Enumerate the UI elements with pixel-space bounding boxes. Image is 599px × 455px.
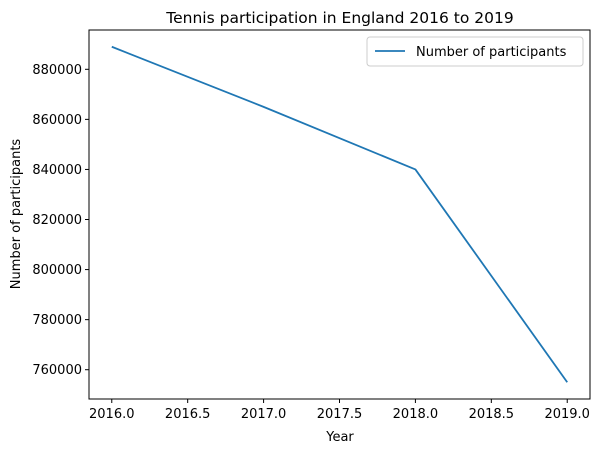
plot-frame [88, 29, 591, 400]
y-tick-label: 780000 [32, 313, 82, 328]
x-tick-label: 2018.0 [393, 407, 439, 422]
x-tick-label: 2017.5 [317, 407, 363, 422]
series-layer [111, 45, 568, 383]
y-tick-label: 880000 [32, 63, 82, 78]
y-axis-label: Number of participants [9, 139, 24, 290]
y-tick-label: 820000 [32, 213, 82, 228]
x-tick-label: 2017.0 [241, 407, 287, 422]
y-tick-label: 760000 [32, 363, 82, 378]
y-tick-label: 840000 [32, 163, 82, 178]
series-line [111, 45, 568, 383]
x-tick-label: 2018.5 [469, 407, 515, 422]
y-tick-label: 800000 [32, 263, 82, 278]
legend-box [366, 36, 584, 67]
x-tick-label: 2016.0 [89, 407, 135, 422]
chart-title: Tennis participation in England 2016 to … [165, 9, 513, 27]
x-tick-label: 2019.0 [544, 407, 590, 422]
x-tick-label: 2016.5 [165, 407, 211, 422]
ticks: 2016.0 2016.5 2017.0 2017.5 2018.0 2018.5 2019… [32, 63, 590, 422]
y-tick-label: 860000 [32, 113, 82, 128]
x-axis-label: Year [325, 430, 354, 445]
legend-entry: Number of participants [416, 45, 567, 60]
legend: Number of participants [366, 36, 584, 67]
